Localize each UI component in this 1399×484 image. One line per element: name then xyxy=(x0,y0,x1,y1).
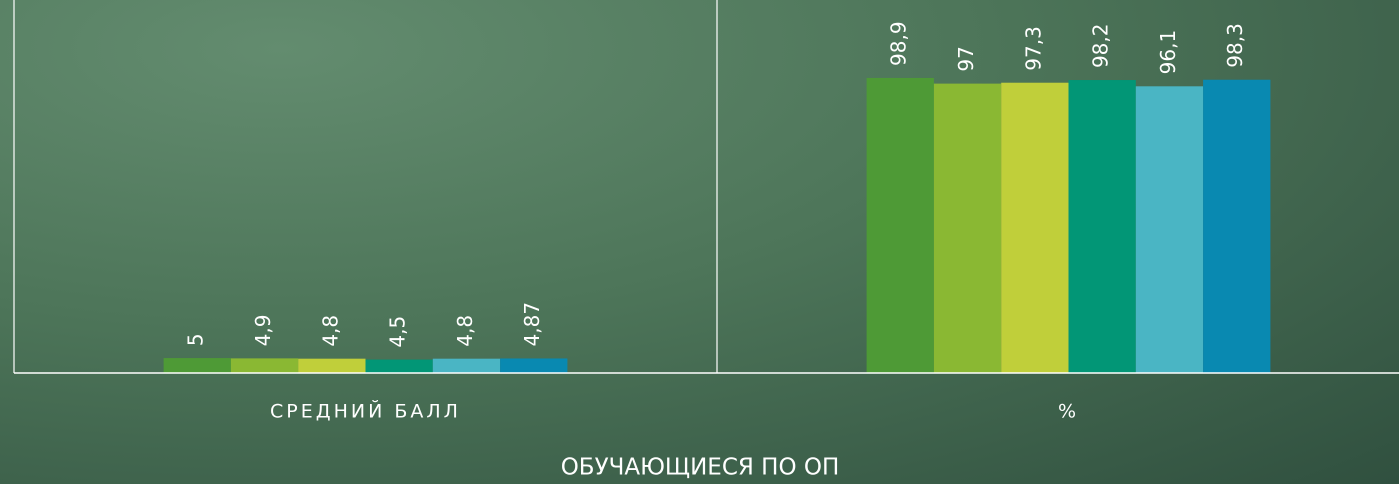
bar xyxy=(933,83,1002,373)
bar xyxy=(866,77,934,373)
data-label: 4,9 xyxy=(251,315,275,347)
bar xyxy=(500,358,568,373)
bar xyxy=(230,358,299,373)
data-label: 96,1 xyxy=(1156,30,1180,75)
data-label: 98,3 xyxy=(1223,23,1247,68)
data-label: 4,8 xyxy=(318,315,342,347)
bar xyxy=(298,358,366,373)
bar xyxy=(1068,80,1136,373)
data-label: 98,2 xyxy=(1089,24,1113,69)
x-tick-label: СРЕДНИЙ БАЛЛ xyxy=(270,400,461,423)
data-label: 4,8 xyxy=(453,315,477,347)
bar xyxy=(365,359,433,373)
data-label: 98,9 xyxy=(887,21,911,66)
data-label: 97 xyxy=(954,46,978,71)
data-label: 4,87 xyxy=(520,302,544,347)
x-axis-title: ОБУЧАЮЩИЕСЯ ПО ОП xyxy=(561,455,840,481)
data-label: 5 xyxy=(184,333,208,346)
x-tick-label: % xyxy=(1058,401,1079,423)
bar xyxy=(1203,79,1271,373)
bar xyxy=(1135,86,1204,373)
data-label: 4,5 xyxy=(386,316,410,348)
data-label: 97,3 xyxy=(1021,26,1045,71)
bar xyxy=(163,358,231,373)
bar xyxy=(432,358,501,373)
bar xyxy=(1001,82,1069,373)
